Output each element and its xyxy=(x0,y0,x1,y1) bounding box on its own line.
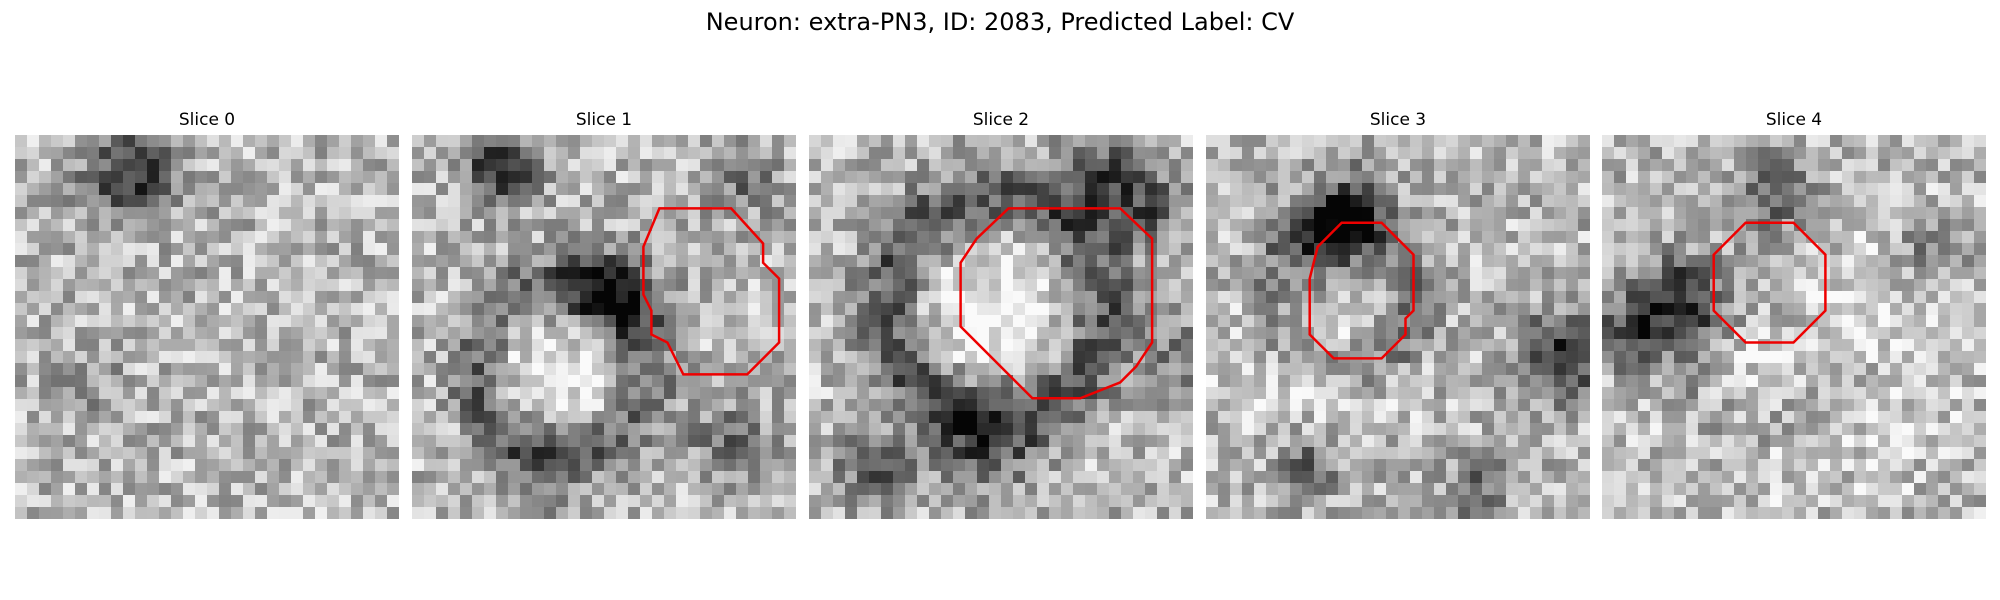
slice-title-4: Slice 4 xyxy=(1602,110,1986,130)
slice-title-0: Slice 0 xyxy=(15,110,399,130)
slice-title-3: Slice 3 xyxy=(1206,110,1590,130)
figure-title: Neuron: extra-PN3, ID: 2083, Predicted L… xyxy=(0,8,2000,36)
slice-image-0 xyxy=(15,135,399,519)
slice-image-3 xyxy=(1206,135,1590,519)
slice-image-4 xyxy=(1602,135,1986,519)
slice-title-2: Slice 2 xyxy=(809,110,1193,130)
slice-image-1 xyxy=(412,135,796,519)
slice-image-2 xyxy=(809,135,1193,519)
slice-title-1: Slice 1 xyxy=(412,110,796,130)
